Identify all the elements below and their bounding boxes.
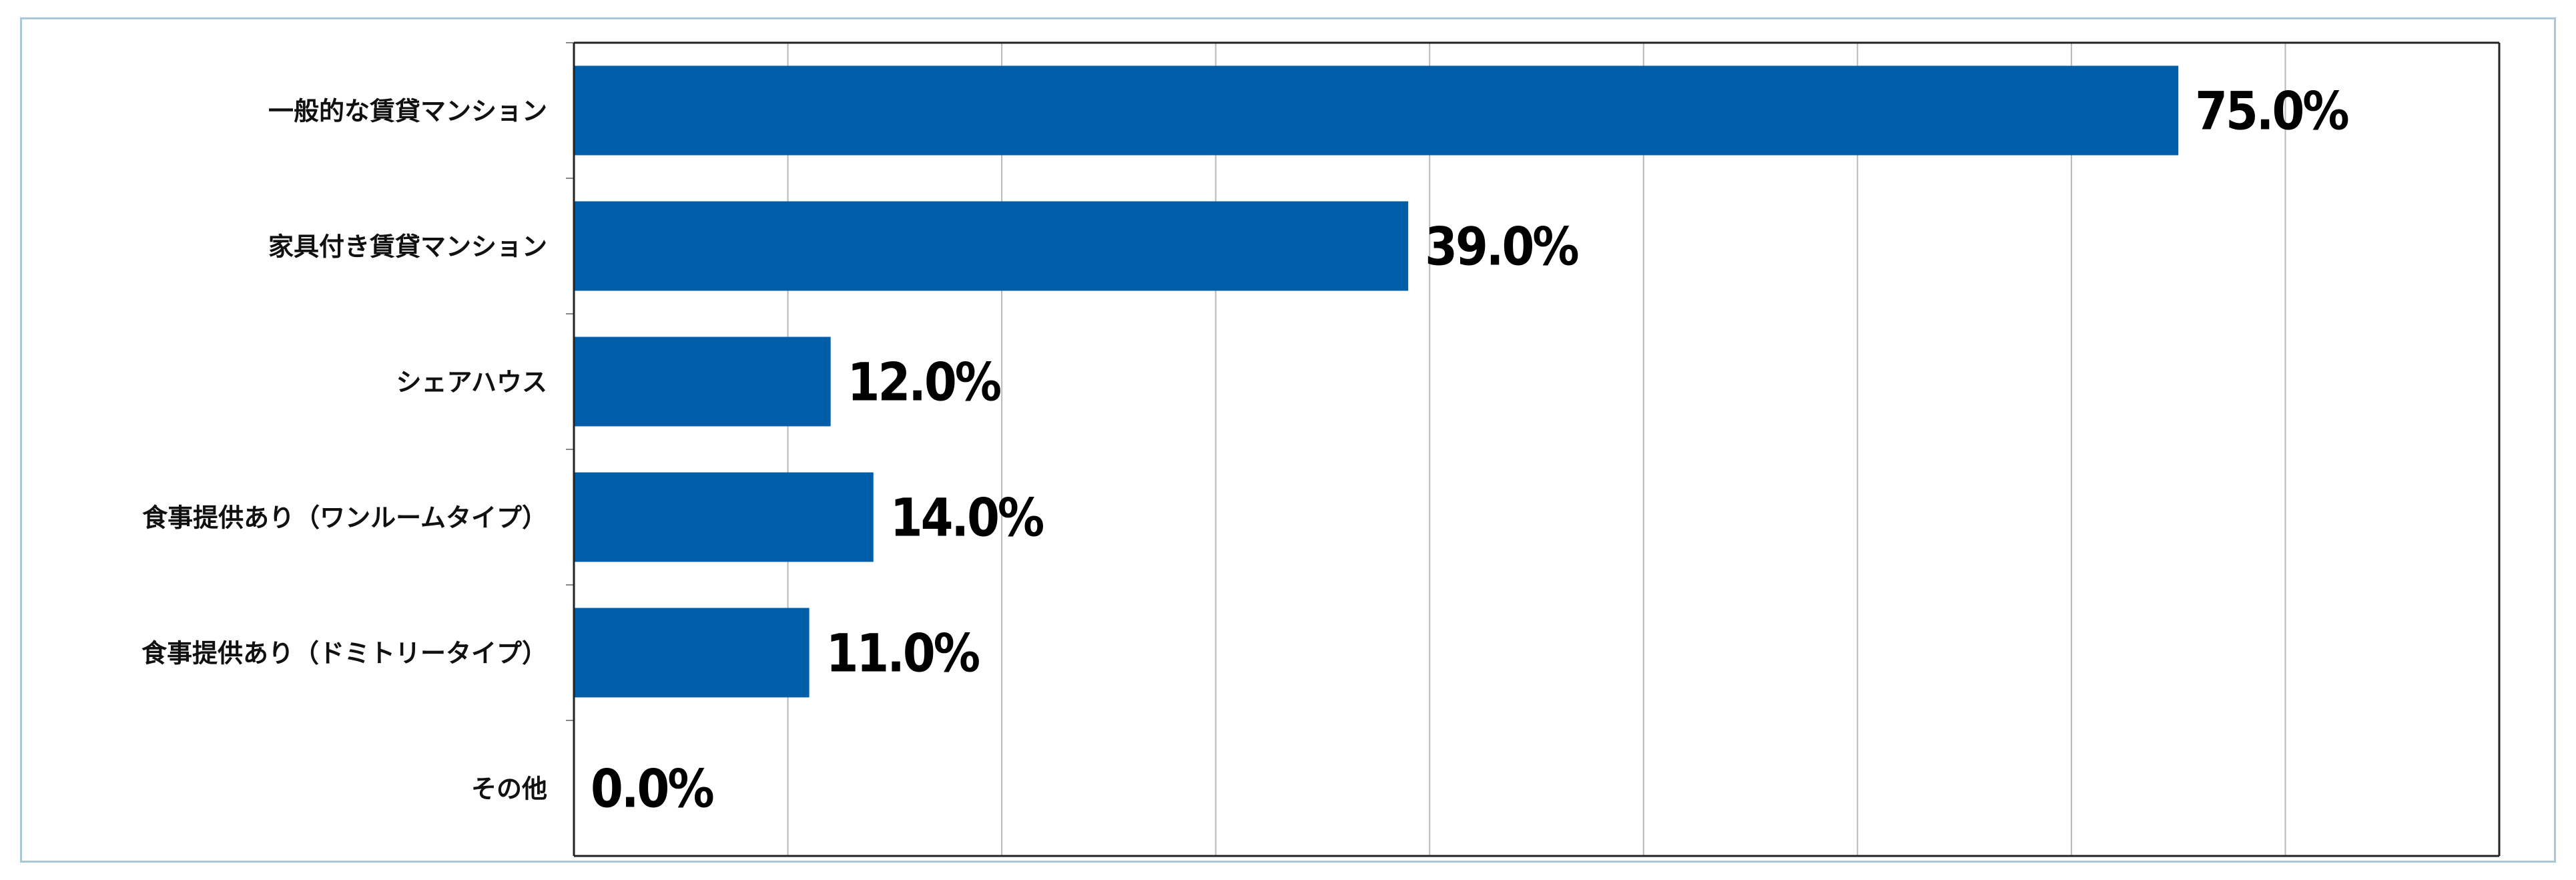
bars [574,65,2179,698]
data-label: 39.0% [1425,218,1578,278]
bar [574,608,810,698]
category-labels: 一般的な賃貸マンション家具付き賃貸マンションシェアハウス食事提供あり（ワンルーム… [141,97,547,804]
data-label: 75.0% [2195,82,2348,142]
category-label: シェアハウス [396,368,547,397]
value-labels: 75.0% 39.0% 12.0% 14.0% 11.0% 0.0% [591,82,2350,820]
data-label: 14.0% [890,489,1044,549]
bar [574,337,831,427]
axes [566,41,2501,857]
data-label: 12.0% [848,353,1001,413]
bar [574,201,1409,291]
category-label: その他 [471,775,547,804]
data-label: 11.0% [826,624,980,684]
gridlines [787,43,2286,856]
category-label: 一般的な賃貸マンション [268,97,547,126]
category-label: 食事提供あり（ドミトリータイプ） [141,639,547,668]
category-label: 食事提供あり（ワンルームタイプ） [142,503,547,533]
category-label: 家具付き賃貸マンション [268,232,547,262]
data-label: 0.0% [591,760,713,820]
chart-frame: 一般的な賃貸マンション 家具付き賃貸マンションシェアハウス食事提供あり（ワンルーム… [20,17,2556,863]
bar [574,472,874,562]
bar [574,65,2179,156]
bar-chart: 一般的な賃貸マンション家具付き賃貸マンションシェアハウス食事提供あり（ワンルーム… [141,41,2501,857]
